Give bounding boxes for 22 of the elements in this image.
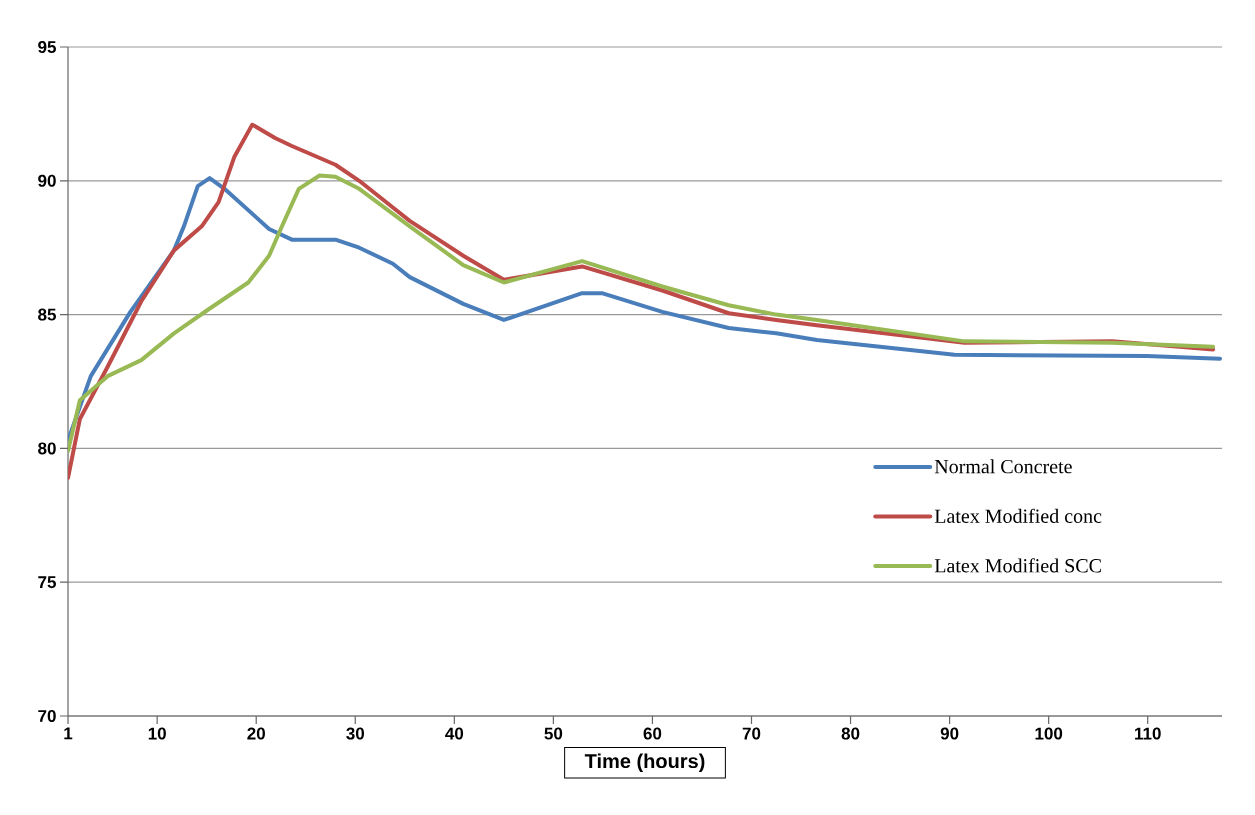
x-tick-label: 30 [346,727,365,740]
x-tick-label: 10 [148,727,166,740]
x-tick-label: 80 [841,727,860,740]
x-tick-label: 90 [940,727,959,740]
x-tick-label: 40 [445,727,464,740]
x-tick-label: 100 [1035,727,1063,740]
x-tick-label: 50 [544,727,563,740]
x-tick-label: 70 [742,727,761,740]
y-tick-label: 85 [38,308,56,321]
y-tick-label: 95 [38,40,56,54]
legend-label: Latex Modified SCC [934,558,1101,573]
x-tick-label: 20 [247,727,265,740]
x-tick-label: 110 [1135,727,1161,740]
y-tick-label: 70 [38,709,56,723]
x-tick-label: 60 [643,727,662,740]
y-tick-label: 80 [38,442,56,455]
x-axis-title: Time (hours) [584,753,705,773]
legend-label: Latex Modified conc [934,508,1102,523]
legend-label: Normal Concrete [934,459,1072,474]
y-tick-label: 90 [38,174,56,187]
x-tick-label: 1 [64,727,73,740]
y-tick-label: 75 [38,576,56,589]
